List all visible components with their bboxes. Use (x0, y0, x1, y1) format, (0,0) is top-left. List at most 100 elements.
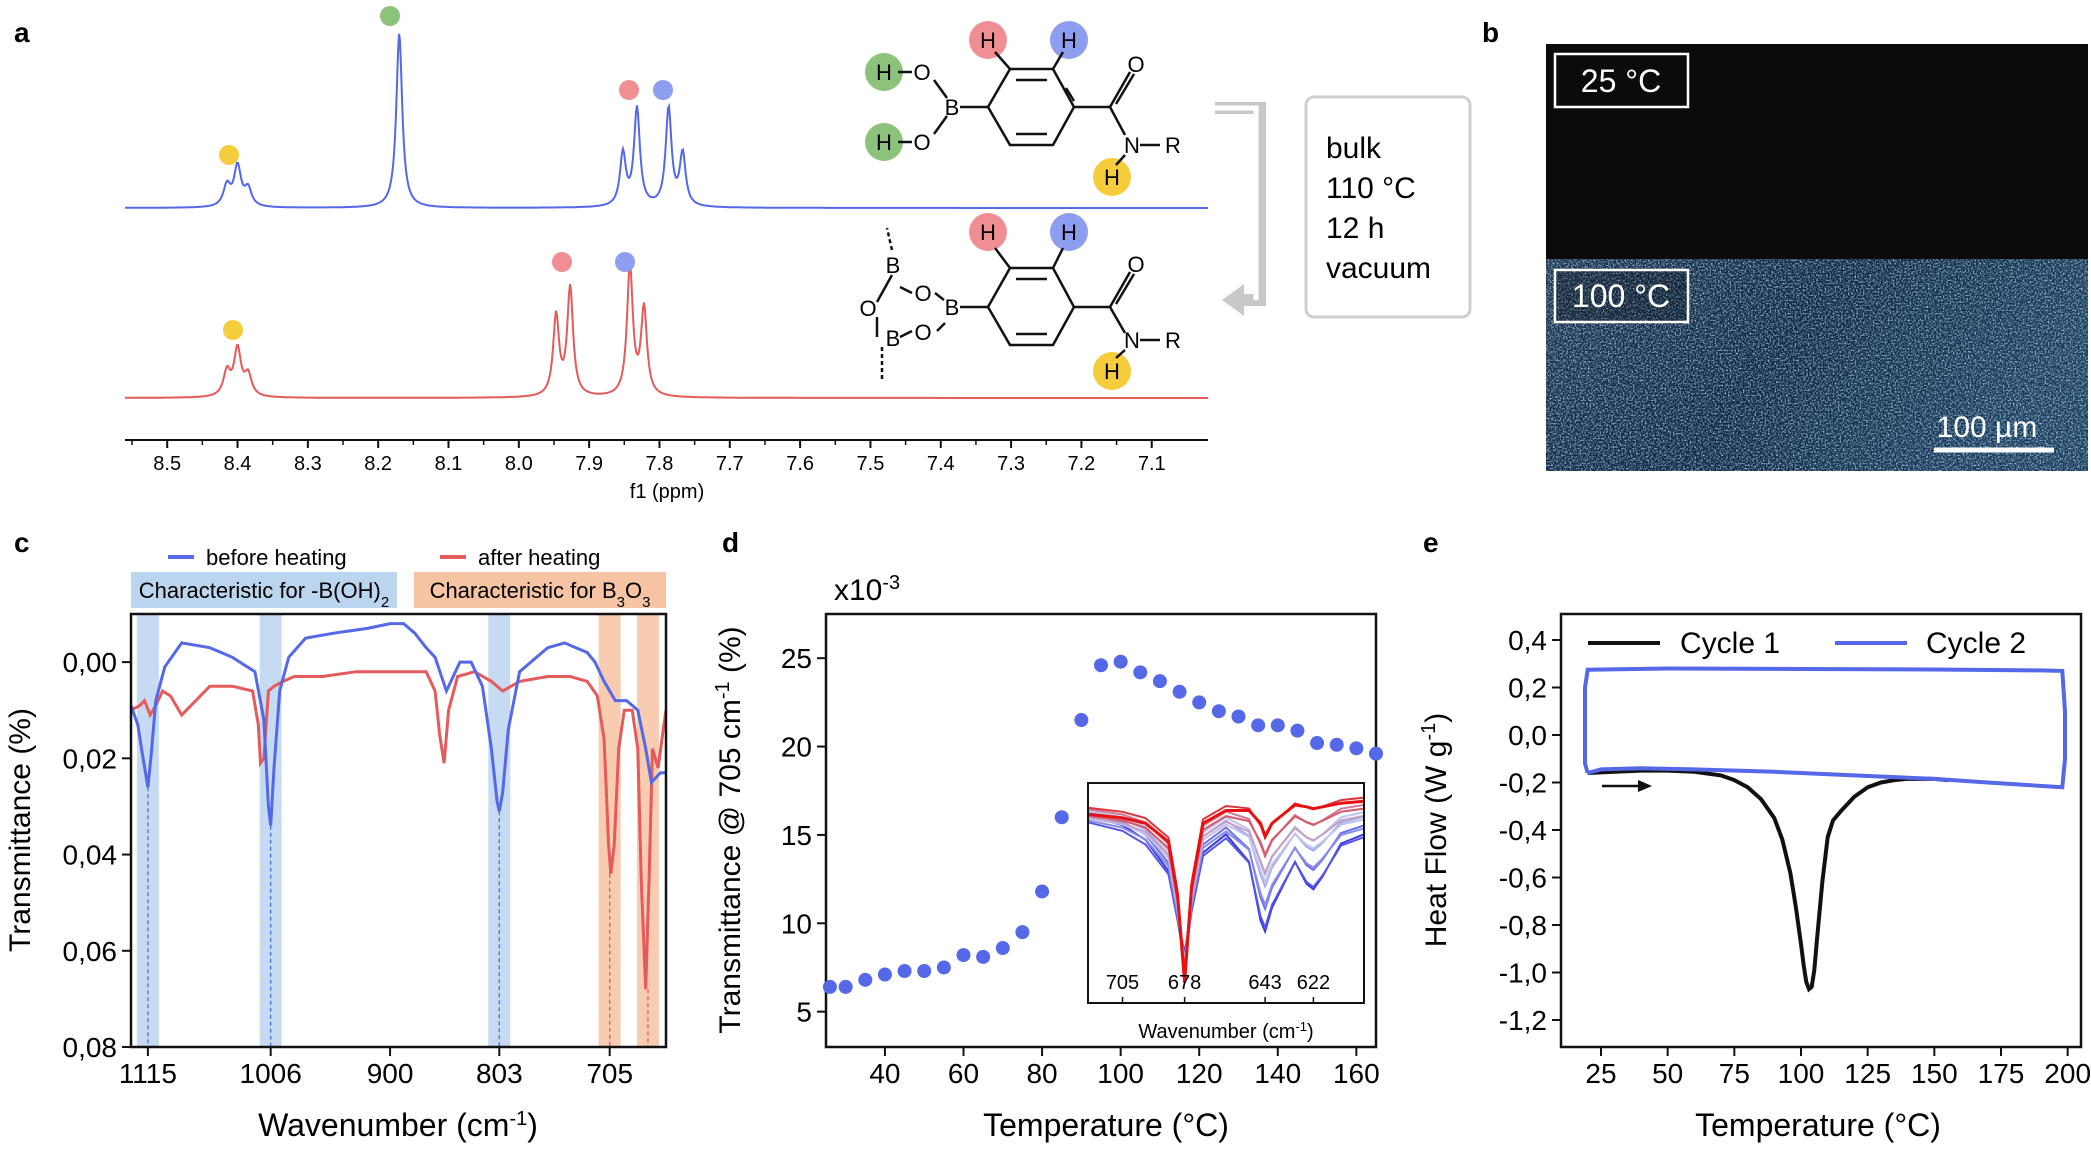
inset-tick-label: 705 (1106, 972, 1139, 994)
inset-spectrum-line (1087, 821, 1365, 964)
ir-x-tick-label: 803 (476, 1058, 523, 1089)
d-point (995, 941, 1010, 956)
d-point (1231, 709, 1246, 724)
panel-letter-b: b (1482, 17, 1499, 48)
inset-spectrum-line (1087, 814, 1365, 976)
dsc-x-tick-label: 50 (1652, 1058, 1683, 1089)
reaction-arrow-head (1222, 284, 1244, 316)
h-circle-green-2 (865, 123, 903, 161)
panel-letter-e: e (1423, 527, 1439, 558)
nmr-x-ticks: 8.5 8.4 8.3 8.2 8.1 8.0 7.9 7.8 7.7 7.6 7.5 7.4 7.3 7… (131, 440, 1166, 475)
heating-direction-arrowhead (1638, 780, 1652, 792)
d-point (822, 979, 837, 994)
dsc-y-tick-label: 0,2 (1508, 673, 1547, 704)
panel-d: d x10-3 40 60 80 100 120 140 160 5 10 15 20 25 Tran… (712, 527, 1383, 1143)
dsc-y-tick-label: -0,4 (1499, 815, 1547, 846)
atom-b: B (945, 95, 960, 120)
marker-pink-top (619, 80, 639, 100)
band-label-box-orange (414, 572, 666, 608)
label-100c: 100 °C (1572, 278, 1670, 314)
atom-h-blue-top: H (1061, 28, 1077, 53)
atom-h-yellow-bottom: H (1104, 359, 1120, 384)
dsc-y-tick-label: -0,6 (1499, 863, 1547, 894)
nmr-tick-label: 8.1 (435, 453, 463, 475)
panel-letter-c: c (14, 527, 30, 558)
d-point (1211, 704, 1226, 719)
ir-guide-lines (147, 787, 649, 1047)
ir-x-tick-label: 900 (367, 1058, 414, 1089)
ir-band (488, 614, 511, 1047)
molecule-bottom-labels: B O O B O B H H O N R H (859, 220, 1181, 384)
d-x-tick-label: 120 (1176, 1058, 1223, 1089)
ir-x-tick-label: 1006 (240, 1058, 302, 1089)
ir-y-tick-label: 0,06 (63, 936, 118, 967)
atom-h-2: H (876, 130, 892, 155)
ir-y-label: Transmittance (%) (4, 708, 37, 952)
atom-o-ring-3: O (914, 320, 931, 345)
nmr-tick-label: 7.7 (716, 453, 744, 475)
d-x-label: Temperature (°C) (983, 1107, 1229, 1143)
dsc-cycle-2-line (1583, 666, 2067, 790)
nmr-x-label: f1 (ppm) (630, 481, 704, 503)
d-point (1192, 695, 1207, 710)
d-point (1133, 665, 1148, 680)
d-y-tick-label: 20 (781, 732, 812, 763)
atom-o-amide-bottom: O (1127, 252, 1144, 277)
d-point (1054, 810, 1069, 825)
d-y-tick-label: 15 (781, 820, 812, 851)
d-point (1251, 718, 1266, 733)
inset-tick-label: 678 (1168, 972, 1201, 994)
panel-letter-a: a (14, 17, 30, 48)
d-point (838, 979, 853, 994)
panel-c: c Characteristic for -B(OH)2 Characteris… (4, 527, 668, 1143)
atom-h-blue-bottom: H (1061, 220, 1077, 245)
d-point (1290, 723, 1305, 738)
condition-text: bulk 110 °C 12 h vacuum (1326, 132, 1431, 285)
dsc-y-tick-label: -1,2 (1499, 1005, 1547, 1036)
atom-h-pink-bottom: H (980, 220, 996, 245)
d-point (1015, 925, 1030, 940)
dsc-x-label: Temperature (°C) (1695, 1107, 1941, 1143)
d-point (1349, 741, 1364, 756)
atom-h-yellow-top: H (1104, 165, 1120, 190)
legend-before-heating: before heating (206, 545, 347, 570)
atom-o-2: O (913, 130, 930, 155)
molecule-bottom (875, 213, 1160, 390)
h-circle-blue-top (1050, 21, 1088, 59)
d-y-tick-label: 5 (796, 997, 812, 1028)
dsc-y-tick-label: -0,8 (1499, 910, 1547, 941)
h-circle-pink-top (969, 21, 1007, 59)
panel-letter-d: d (722, 527, 739, 558)
dsc-y-tick-label: 0,0 (1508, 720, 1547, 751)
d-point (1270, 718, 1285, 733)
ir-x-tick-label: 705 (586, 1058, 633, 1089)
d-scatter-points (822, 654, 1383, 994)
atom-b-ring-1: B (886, 253, 901, 278)
d-x-tick-label: 160 (1333, 1058, 1380, 1089)
atom-o-amide-top: O (1127, 52, 1144, 77)
d-point (1310, 736, 1325, 751)
condition-line-3: 12 h (1326, 212, 1384, 245)
dsc-y-tick-label: 0,4 (1508, 625, 1547, 656)
legend-after-heating: after heating (478, 545, 600, 570)
reaction-arrow (1215, 102, 1266, 306)
ir-after-heating-line (130, 670, 668, 990)
ir-y-tick-label: 0,08 (63, 1032, 118, 1063)
dsc-x-tick-label: 100 (1778, 1058, 1825, 1089)
nmr-tick-label: 7.8 (646, 453, 674, 475)
atom-r-bottom: R (1165, 328, 1181, 353)
atom-b-ring-2: B (886, 326, 901, 351)
condition-line-4: vacuum (1326, 252, 1431, 285)
label-box-25c (1553, 52, 1690, 109)
d-point (1094, 658, 1108, 673)
ir-y-tick-label: 0,04 (63, 840, 118, 871)
atom-o-ring-2: O (859, 296, 876, 321)
d-plot-frame (824, 612, 1378, 1049)
nmr-top-spectrum (125, 33, 1208, 209)
d-point (1074, 713, 1089, 728)
dsc-y-tick-label: -1,0 (1499, 958, 1547, 989)
inset-spectrum-line (1087, 819, 1365, 969)
ir-y-tick-label: 0,02 (63, 743, 118, 774)
atom-n-bottom: N (1124, 328, 1140, 353)
nmr-tick-label: 8.0 (505, 453, 533, 475)
